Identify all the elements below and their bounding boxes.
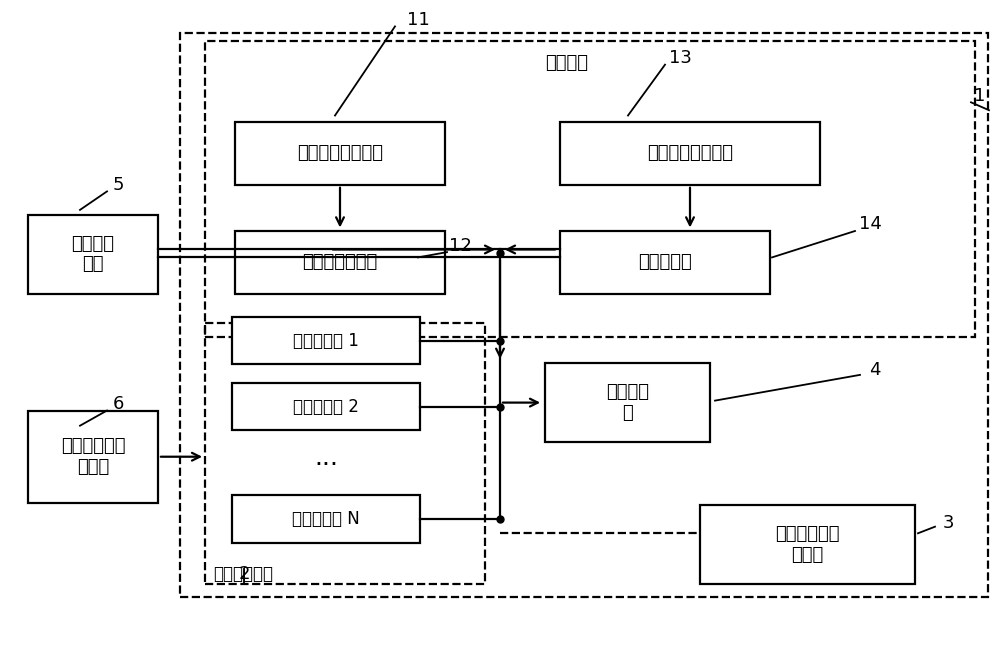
- Bar: [205, 41, 975, 337]
- Text: 分布式能量管
理单元: 分布式能量管 理单元: [775, 525, 840, 564]
- Text: 5: 5: [112, 176, 124, 194]
- Text: 高压负载
端: 高压负载 端: [606, 383, 649, 422]
- Text: 1: 1: [974, 86, 986, 105]
- Bar: [545, 363, 710, 442]
- Text: 11: 11: [407, 11, 429, 29]
- Bar: [560, 122, 820, 185]
- Text: 13: 13: [669, 49, 691, 67]
- Bar: [28, 411, 158, 503]
- Text: 增程器单元组: 增程器单元组: [213, 565, 273, 583]
- Text: 增程器单元 N: 增程器单元 N: [292, 510, 360, 528]
- Text: 2: 2: [238, 565, 250, 583]
- Bar: [235, 231, 445, 294]
- Bar: [28, 214, 158, 294]
- Text: 动力电池储能单元: 动力电池储能单元: [647, 145, 733, 162]
- Text: 增程器单元 2: 增程器单元 2: [293, 397, 359, 416]
- Text: 超级电容储能单元: 超级电容储能单元: [297, 145, 383, 162]
- Bar: [232, 317, 420, 364]
- Bar: [560, 231, 770, 294]
- Bar: [232, 495, 420, 543]
- Text: 燃料采集与供
给系统: 燃料采集与供 给系统: [61, 438, 125, 476]
- Text: 14: 14: [859, 215, 881, 234]
- Text: 6: 6: [112, 395, 124, 413]
- Text: 车载充电
装置: 车载充电 装置: [72, 235, 114, 273]
- Text: 3: 3: [942, 513, 954, 532]
- Bar: [232, 383, 420, 430]
- Text: 12: 12: [449, 236, 471, 255]
- Bar: [700, 505, 915, 584]
- Bar: [180, 33, 988, 597]
- Bar: [205, 323, 485, 584]
- Text: 双向直流逆变器: 双向直流逆变器: [302, 253, 378, 271]
- Text: ···: ···: [314, 453, 338, 477]
- Text: 高压继电器: 高压继电器: [638, 253, 692, 271]
- Text: 4: 4: [869, 360, 881, 379]
- Text: 增程器单元 1: 增程器单元 1: [293, 331, 359, 350]
- Text: 储能单元: 储能单元: [545, 53, 588, 72]
- Bar: [235, 122, 445, 185]
